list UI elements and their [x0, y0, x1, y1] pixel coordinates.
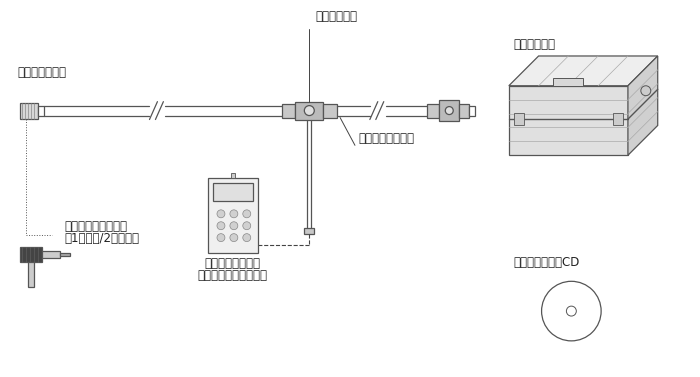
Text: 注入用バルブ: 注入用バルブ [315, 10, 357, 23]
Bar [38, 106, 44, 115]
Circle shape [304, 106, 314, 115]
Circle shape [243, 210, 251, 218]
Bar [281, 104, 295, 118]
Circle shape [230, 210, 238, 218]
Polygon shape [509, 56, 658, 86]
Bar [20, 103, 38, 118]
Text: ・空気注入用プラグ: ・空気注入用プラグ [64, 220, 127, 233]
Bar [323, 104, 337, 118]
Bar [20, 247, 42, 262]
Bar [29, 262, 34, 287]
Circle shape [640, 86, 651, 96]
Text: （1インチ/2インチ）: （1インチ/2インチ） [64, 231, 139, 245]
Circle shape [217, 210, 225, 218]
Polygon shape [628, 56, 658, 155]
Text: （シリコンカバー付）: （シリコンカバー付） [198, 270, 268, 282]
Bar [60, 253, 70, 256]
Bar [554, 78, 583, 86]
Text: ・専用ケース: ・専用ケース [514, 38, 556, 51]
Circle shape [243, 222, 251, 230]
Polygon shape [509, 86, 628, 155]
Bar [295, 102, 323, 120]
Bar [469, 106, 475, 115]
Circle shape [217, 234, 225, 242]
Circle shape [566, 306, 576, 316]
Text: ・接続用ホース: ・接続用ホース [18, 66, 66, 79]
Circle shape [230, 234, 238, 242]
Text: ミストセパレータ: ミストセパレータ [358, 132, 414, 145]
Bar [231, 173, 235, 178]
Bar [459, 104, 469, 118]
Bar [613, 113, 623, 125]
Circle shape [445, 107, 453, 115]
Bar [213, 183, 253, 201]
Bar [208, 178, 258, 253]
Circle shape [243, 234, 251, 242]
Text: ・リークテスター: ・リークテスター [205, 257, 261, 270]
Bar [428, 104, 440, 118]
Bar [304, 228, 314, 234]
Bar [42, 251, 60, 259]
Circle shape [217, 222, 225, 230]
Circle shape [230, 222, 238, 230]
Circle shape [542, 281, 601, 341]
Bar [440, 100, 459, 121]
Bar [514, 113, 524, 125]
Text: ・インストールCD: ・インストールCD [514, 256, 580, 270]
